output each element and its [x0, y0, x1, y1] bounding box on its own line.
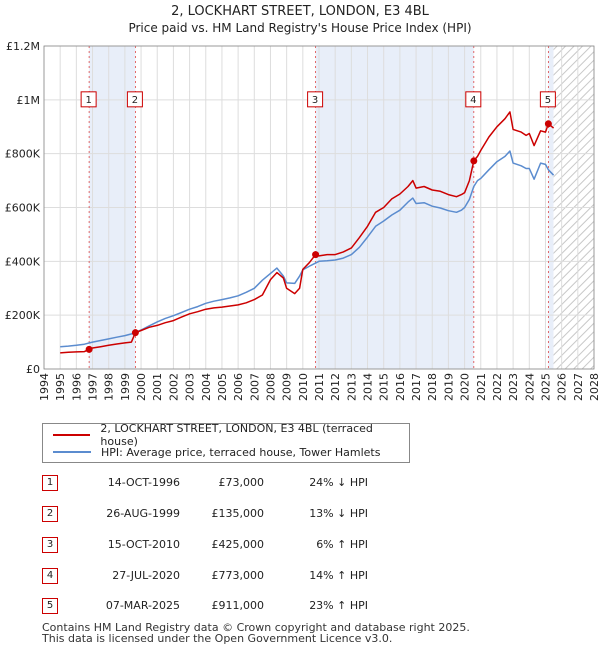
x-tick-label: 2014 — [362, 373, 375, 401]
sale-label-box — [465, 91, 482, 108]
x-tick-label: 2012 — [329, 373, 342, 401]
footer-copyright: Contains HM Land Registry data © Crown c… — [42, 621, 470, 634]
y-tick-label: £0 — [26, 363, 40, 376]
sale-row: 4 27-JUL-2020 £773,000 14% ↑ HPI — [42, 568, 442, 584]
x-tick-label: 2021 — [475, 373, 488, 401]
sale-price: £911,000 — [211, 599, 265, 612]
x-tick-label: 2008 — [264, 373, 277, 401]
legend-item-hpi: HPI: Average price, terraced house, Towe… — [53, 444, 380, 460]
sale-label-text: 3 — [312, 95, 318, 106]
x-tick-label: 2005 — [216, 373, 229, 401]
sale-point — [131, 329, 139, 337]
y-tick-label: £600K — [5, 202, 41, 215]
x-tick-label: 2009 — [281, 373, 294, 401]
plot-frame — [43, 45, 595, 370]
footer-licence: This data is licensed under the Open Gov… — [42, 632, 393, 645]
sale-price: £73,000 — [218, 476, 265, 489]
sale-price: £425,000 — [211, 538, 265, 551]
sale-row: 2 26-AUG-1999 £135,000 13% ↓ HPI — [42, 506, 442, 522]
x-tick-label: 2002 — [167, 373, 180, 401]
sale-row: 1 14-OCT-1996 £73,000 24% ↓ HPI — [42, 475, 442, 491]
legend-label-hpi: HPI: Average price, terraced house, Towe… — [101, 445, 381, 459]
sale-price: £773,000 — [211, 569, 265, 582]
sale-label-box — [307, 91, 324, 108]
sale-label-text: 5 — [545, 95, 551, 106]
sale-number-badge: 4 — [42, 568, 58, 584]
sale-row: 5 07-MAR-2025 £911,000 23% ↑ HPI — [42, 598, 442, 614]
x-tick-label: 1995 — [54, 373, 67, 401]
sale-number-badge: 2 — [42, 506, 58, 522]
x-tick-label: 2007 — [248, 373, 261, 401]
legend-swatch-hpi — [53, 451, 91, 453]
x-tick-label: 2006 — [232, 373, 245, 401]
hpi-line — [60, 150, 555, 348]
y-tick-label: £1.2M — [6, 40, 40, 53]
sale-date: 07-MAR-2025 — [105, 599, 180, 612]
sale-point — [470, 157, 478, 165]
x-tick-label: 2018 — [426, 373, 439, 401]
sale-hpi-diff: 23% ↑ HPI — [309, 599, 368, 612]
y-tick-label: £400K — [5, 255, 41, 268]
x-tick-label: 2022 — [491, 373, 504, 401]
price-chart: 1 2 3 4 5 £0 £200K £400K £600K £800K £1M £1.2M 1994… — [5, 40, 600, 401]
x-tick-label: 2028 — [588, 373, 600, 401]
x-tick-label: 1996 — [70, 373, 83, 401]
sale-label-box — [539, 91, 556, 108]
x-tick-label: 2010 — [297, 373, 310, 401]
property-price-line — [60, 111, 555, 354]
sale-date: 27-JUL-2020 — [112, 569, 180, 582]
x-tick-label: 2003 — [184, 373, 197, 401]
sale-date: 26-AUG-1999 — [106, 507, 180, 520]
sale-number-badge: 3 — [42, 537, 58, 553]
sale-hpi-diff: 13% ↓ HPI — [309, 507, 368, 520]
sale-date: 15-OCT-2010 — [107, 538, 180, 551]
x-tick-label: 2027 — [572, 373, 585, 401]
x-tick-label: 2004 — [200, 373, 213, 401]
x-tick-label: 1998 — [103, 373, 116, 401]
x-tick-label: 2001 — [151, 373, 164, 401]
y-tick-label: £1M — [17, 94, 41, 107]
sale-hpi-diff: 6% ↑ HPI — [316, 538, 368, 551]
y-tick-label: £800K — [5, 148, 41, 161]
x-tick-label: 1997 — [87, 373, 100, 401]
sale-price: £135,000 — [211, 507, 265, 520]
chart-subtitle: Price paid vs. HM Land Registry's House … — [128, 21, 472, 35]
x-tick-label: 2017 — [410, 373, 423, 401]
sale-point — [85, 345, 93, 353]
sale-label-text: 1 — [85, 95, 91, 106]
y-tick-label: £200K — [5, 309, 41, 322]
legend-item-property: 2, LOCKHART STREET, LONDON, E3 4BL (terr… — [53, 422, 409, 448]
sale-label-text: 2 — [132, 95, 138, 106]
legend-label-property: 2, LOCKHART STREET, LONDON, E3 4BL (terr… — [100, 422, 373, 448]
x-tick-label: 1994 — [38, 373, 51, 401]
x-tick-label: 2025 — [539, 373, 552, 401]
sale-point — [312, 251, 320, 259]
footer: Contains HM Land Registry data © Crown c… — [42, 622, 470, 644]
x-tick-label: 2019 — [442, 373, 455, 401]
x-tick-label: 2023 — [507, 373, 520, 401]
x-tick-label: 2020 — [459, 373, 472, 401]
sale-label-text: 4 — [470, 95, 476, 106]
sale-label-box — [126, 91, 143, 108]
sale-number-badge: 5 — [42, 598, 58, 614]
sale-hpi-diff: 14% ↑ HPI — [309, 569, 368, 582]
chart-title: 2, LOCKHART STREET, LONDON, E3 4BL — [171, 4, 429, 19]
x-tick-label: 2013 — [345, 373, 358, 401]
sale-number-badge: 1 — [42, 475, 58, 491]
sale-date: 14-OCT-1996 — [107, 476, 180, 489]
sale-row: 3 15-OCT-2010 £425,000 6% ↑ HPI — [42, 537, 442, 553]
x-tick-label: 2026 — [556, 373, 569, 401]
x-tick-label: 2000 — [135, 373, 148, 401]
sale-label-box — [80, 91, 97, 108]
x-tick-label: 1999 — [119, 373, 132, 401]
legend-swatch-property — [53, 434, 91, 436]
x-tick-label: 2016 — [394, 373, 407, 401]
x-tick-label: 2011 — [313, 373, 326, 401]
x-tick-label: 2015 — [378, 373, 391, 401]
sale-hpi-diff: 24% ↓ HPI — [309, 476, 368, 489]
x-tick-label: 2024 — [523, 373, 536, 401]
sale-point — [544, 120, 552, 128]
chart-legend: 2, LOCKHART STREET, LONDON, E3 4BL (terr… — [42, 422, 410, 463]
